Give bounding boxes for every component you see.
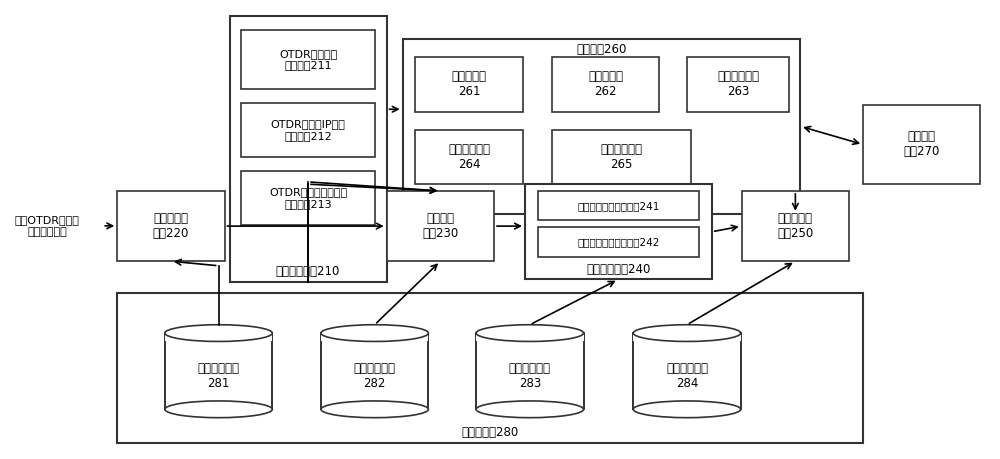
Bar <box>165 325 272 341</box>
Bar <box>321 325 428 341</box>
Text: 测量与分析
单元250: 测量与分析 单元250 <box>777 212 813 240</box>
Text: 数据库文件280: 数据库文件280 <box>461 425 519 439</box>
Text: 参数设置单元210: 参数设置单元210 <box>276 265 340 278</box>
Bar <box>863 105 980 184</box>
Ellipse shape <box>633 401 741 418</box>
Bar <box>415 130 523 184</box>
Text: 参数配置文件
281: 参数配置文件 281 <box>198 362 240 390</box>
Text: 远程OTDR下位机
所测原始数据: 远程OTDR下位机 所测原始数据 <box>15 215 80 237</box>
Text: 提示消息模块
264: 提示消息模块 264 <box>448 143 490 171</box>
Bar <box>525 184 712 280</box>
Ellipse shape <box>633 325 741 341</box>
Text: 节点信息文件
283: 节点信息文件 283 <box>509 362 551 390</box>
Bar <box>403 39 800 213</box>
Text: OTDR测量参数
设置模块211: OTDR测量参数 设置模块211 <box>279 49 337 70</box>
Bar <box>387 191 494 261</box>
Text: OTDR下位机IP地址
设置模块212: OTDR下位机IP地址 设置模块212 <box>271 119 346 140</box>
Bar <box>476 325 584 341</box>
Bar <box>415 57 523 112</box>
Bar <box>241 30 375 89</box>
Bar <box>321 333 428 409</box>
Bar <box>552 130 691 184</box>
Text: 节点设置单元240: 节点设置单元240 <box>586 263 651 276</box>
Text: 自动默认方式设置模块241: 自动默认方式设置模块241 <box>577 201 660 211</box>
Bar <box>241 171 375 225</box>
Ellipse shape <box>476 325 584 341</box>
Bar <box>538 227 699 257</box>
Text: 显示单元260: 显示单元260 <box>576 43 627 56</box>
Bar <box>742 191 849 261</box>
Bar <box>633 333 741 409</box>
Text: 辅助功能
单元270: 辅助功能 单元270 <box>903 130 940 158</box>
Ellipse shape <box>321 401 428 418</box>
Text: 数据表格模块
263: 数据表格模块 263 <box>717 70 759 98</box>
Text: OTDR下位机远程重启
控制模块213: OTDR下位机远程重启 控制模块213 <box>269 187 347 208</box>
Ellipse shape <box>476 401 584 418</box>
Bar <box>241 102 375 157</box>
Text: 参考数据文件
282: 参考数据文件 282 <box>354 362 396 390</box>
Text: 拓扑图模块
262: 拓扑图模块 262 <box>588 70 623 98</box>
Bar <box>476 333 584 409</box>
Bar <box>117 191 225 261</box>
Bar <box>538 191 699 220</box>
Text: 状态监控模块
265: 状态监控模块 265 <box>600 143 642 171</box>
Text: 测量数据文件
284: 测量数据文件 284 <box>666 362 708 390</box>
Bar <box>165 333 272 409</box>
Text: 光开关控制
单元220: 光开关控制 单元220 <box>153 212 189 240</box>
Ellipse shape <box>165 401 272 418</box>
Text: 迹线图模块
261: 迹线图模块 261 <box>452 70 487 98</box>
Bar <box>552 57 659 112</box>
Bar <box>117 293 863 442</box>
Ellipse shape <box>165 325 272 341</box>
Bar <box>687 57 789 112</box>
Bar <box>633 325 741 341</box>
Bar <box>230 17 387 282</box>
Text: 参考获取
单元230: 参考获取 单元230 <box>422 212 458 240</box>
Ellipse shape <box>321 325 428 341</box>
Text: 手动选择方式设置模块242: 手动选择方式设置模块242 <box>577 237 660 247</box>
